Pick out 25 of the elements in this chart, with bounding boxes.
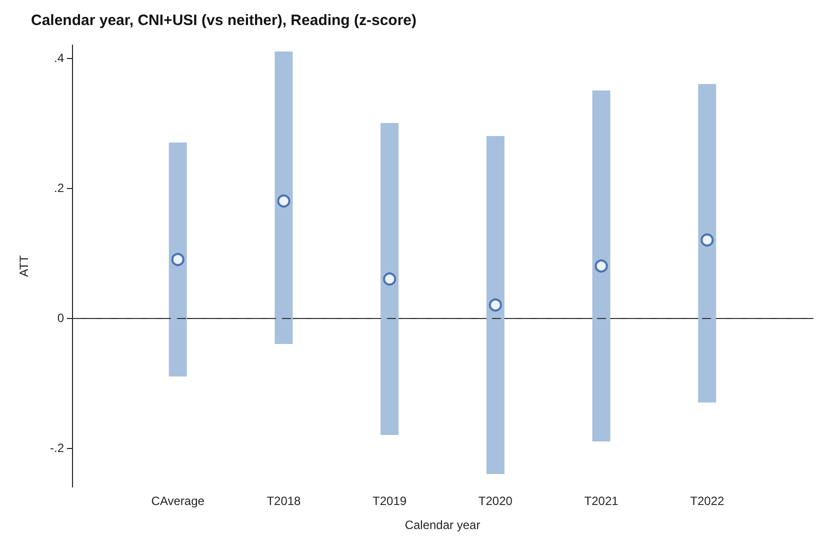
bar — [168, 142, 187, 376]
x-tick-label: T2020 — [478, 494, 513, 508]
bar — [380, 123, 399, 435]
point — [488, 298, 502, 312]
y-tick-label: 0 — [57, 311, 64, 325]
bar — [274, 52, 293, 344]
chart-title: Calendar year, CNI+USI (vs neither), Reading (z-score) — [31, 12, 417, 29]
x-tick-label: T2019 — [372, 494, 407, 508]
x-axis-title: Calendar year — [404, 518, 480, 532]
y-axis-title: ATT — [17, 254, 31, 277]
bar — [486, 136, 504, 474]
bar — [592, 90, 610, 442]
point — [277, 194, 290, 208]
y-tick-label: -.2 — [50, 441, 64, 455]
y-tick-label: .2 — [54, 181, 64, 195]
x-tick-label: CAverage — [151, 494, 205, 508]
bar — [698, 84, 716, 402]
x-tick-label: T2018 — [266, 494, 302, 508]
point — [383, 272, 396, 286]
point — [700, 234, 714, 246]
y-tick-label: .4 — [54, 51, 64, 65]
x-tick-label: T2021 — [584, 494, 619, 508]
point — [594, 260, 608, 272]
point — [171, 253, 184, 266]
x-tick-label: T2022 — [690, 494, 724, 508]
